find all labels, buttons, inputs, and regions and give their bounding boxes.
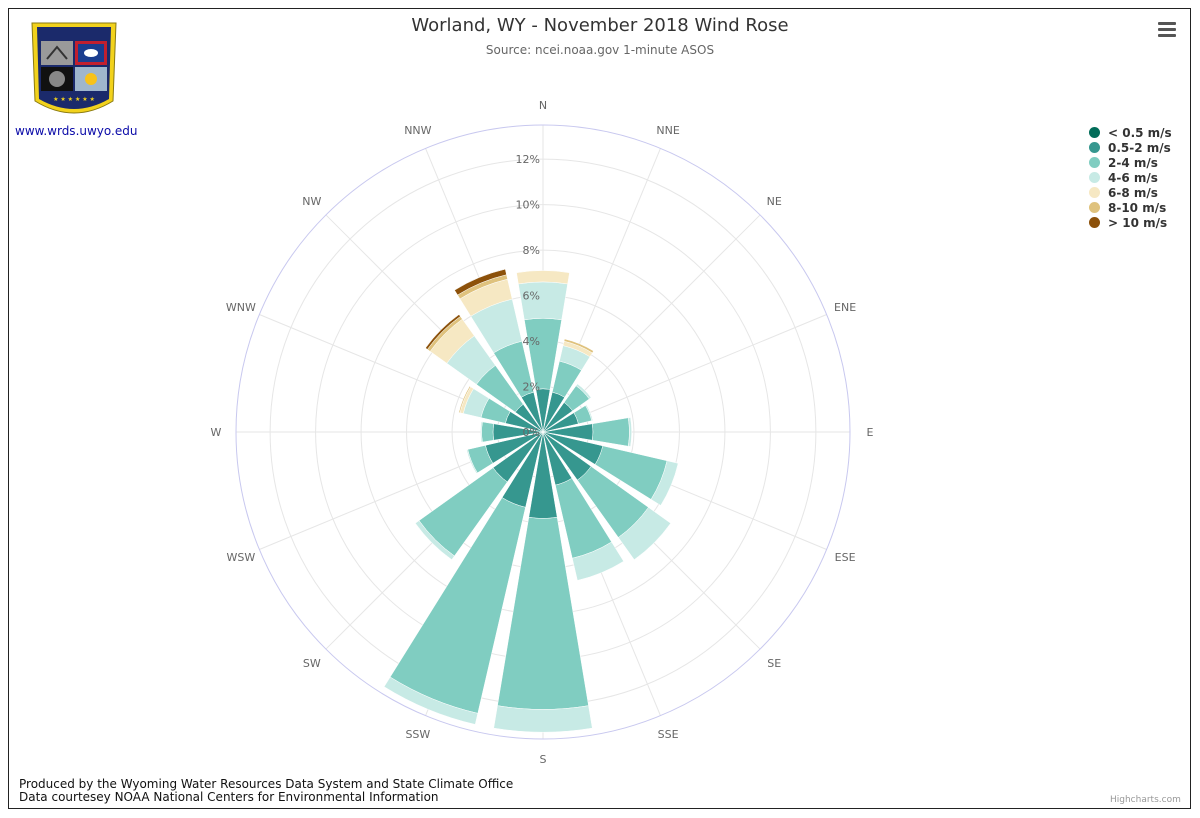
wind-sector-w-3 xyxy=(480,421,483,443)
radial-tick-label: 12% xyxy=(516,153,540,166)
legend: < 0.5 m/s 0.5-2 m/s 2-4 m/s 4-6 m/s 6-8 m/s 8… xyxy=(1089,125,1172,230)
wind-sector-nnw-6 xyxy=(454,268,507,296)
wind-sector-ne-3 xyxy=(575,383,592,400)
wind-sector-se-3 xyxy=(618,507,672,561)
legend-color-dot xyxy=(1089,187,1100,198)
direction-label-ese: ESE xyxy=(835,551,856,564)
direction-label-nw: NW xyxy=(302,195,321,208)
legend-label: < 0.5 m/s xyxy=(1108,125,1172,140)
direction-label-nnw: NNW xyxy=(404,124,431,137)
wind-sector-nne-5 xyxy=(563,338,594,354)
legend-color-dot xyxy=(1089,202,1100,213)
wind-sector-n-4 xyxy=(516,270,570,285)
legend-label: 8-10 m/s xyxy=(1108,200,1167,215)
chart-title: Worland, WY - November 2018 Wind Rose xyxy=(411,15,789,36)
legend-item[interactable]: 0.5-2 m/s xyxy=(1089,140,1172,155)
direction-label-ssw: SSW xyxy=(405,728,430,741)
footer-credit-line-1: Produced by the Wyoming Water Resources … xyxy=(19,777,514,791)
wind-sector-e-3 xyxy=(627,417,632,447)
radial-tick-label: 0% xyxy=(523,426,540,439)
outer-axis-ring xyxy=(235,124,851,740)
radial-tick-label: 4% xyxy=(523,335,540,348)
wind-sector-ese-3 xyxy=(650,460,679,506)
radial-tick-label: 8% xyxy=(523,244,540,257)
svg-text:★ ★ ★ ★ ★ ★: ★ ★ ★ ★ ★ ★ xyxy=(53,96,95,103)
direction-label-e: E xyxy=(867,426,874,439)
wind-sector-wnw-5 xyxy=(458,385,471,414)
legend-color-dot xyxy=(1089,157,1100,168)
chart-subtitle: Source: ncei.noaa.gov 1-minute ASOS xyxy=(485,43,715,57)
direction-label-sw: SW xyxy=(303,657,321,670)
wind-sector-w-2 xyxy=(481,421,494,443)
highcharts-credits[interactable]: Highcharts.com xyxy=(1110,795,1181,805)
direction-label-se: SE xyxy=(767,657,781,670)
wind-sector-sw-3 xyxy=(414,520,455,561)
legend-label: 6-8 m/s xyxy=(1108,185,1158,200)
wind-sector-wsw-3 xyxy=(466,449,478,474)
direction-label-wnw: WNW xyxy=(226,301,256,314)
wind-sector-s-3 xyxy=(493,705,593,733)
legend-label: 0.5-2 m/s xyxy=(1108,140,1171,155)
hamburger-menu-icon[interactable] xyxy=(1158,22,1180,40)
direction-label-wsw: WSW xyxy=(227,551,256,564)
legend-color-dot xyxy=(1089,217,1100,228)
legend-item[interactable]: 6-8 m/s xyxy=(1089,185,1172,200)
direction-label-ne: NE xyxy=(767,195,782,208)
wind-sector-sse-3 xyxy=(571,541,624,581)
legend-item[interactable]: 8-10 m/s xyxy=(1089,200,1172,215)
legend-label: 4-6 m/s xyxy=(1108,170,1158,185)
wind-sector-ene-3 xyxy=(585,404,594,422)
direction-label-n: N xyxy=(539,99,547,112)
legend-label: 2-4 m/s xyxy=(1108,155,1158,170)
wind-sector-nw-6 xyxy=(425,314,461,350)
direction-label-nne: NNE xyxy=(656,124,679,137)
direction-label-w: W xyxy=(211,426,222,439)
legend-item[interactable]: 2-4 m/s xyxy=(1089,155,1172,170)
legend-item[interactable]: > 10 m/s xyxy=(1089,215,1172,230)
wind-sector-ssw-3 xyxy=(383,676,479,725)
direction-label-ene: ENE xyxy=(834,301,856,314)
legend-item[interactable]: 4-6 m/s xyxy=(1089,170,1172,185)
legend-item[interactable]: < 0.5 m/s xyxy=(1089,125,1172,140)
legend-color-dot xyxy=(1089,172,1100,183)
legend-color-dot xyxy=(1089,142,1100,153)
direction-label-s: S xyxy=(540,753,547,766)
legend-label: > 10 m/s xyxy=(1108,215,1168,230)
legend-color-dot xyxy=(1089,127,1100,138)
radial-tick-label: 2% xyxy=(523,381,540,394)
radial-tick-label: 10% xyxy=(516,199,540,212)
website-link[interactable]: www.wrds.uwyo.edu xyxy=(15,124,138,138)
radial-tick-label: 6% xyxy=(523,290,540,303)
footer-credit-line-2: Data courtesey NOAA National Centers for… xyxy=(19,790,439,804)
direction-label-sse: SSE xyxy=(658,728,679,741)
climate-office-logo: ★ ★ ★ ★ ★ ★ xyxy=(31,22,117,114)
wind-sector-e-2 xyxy=(592,417,630,447)
